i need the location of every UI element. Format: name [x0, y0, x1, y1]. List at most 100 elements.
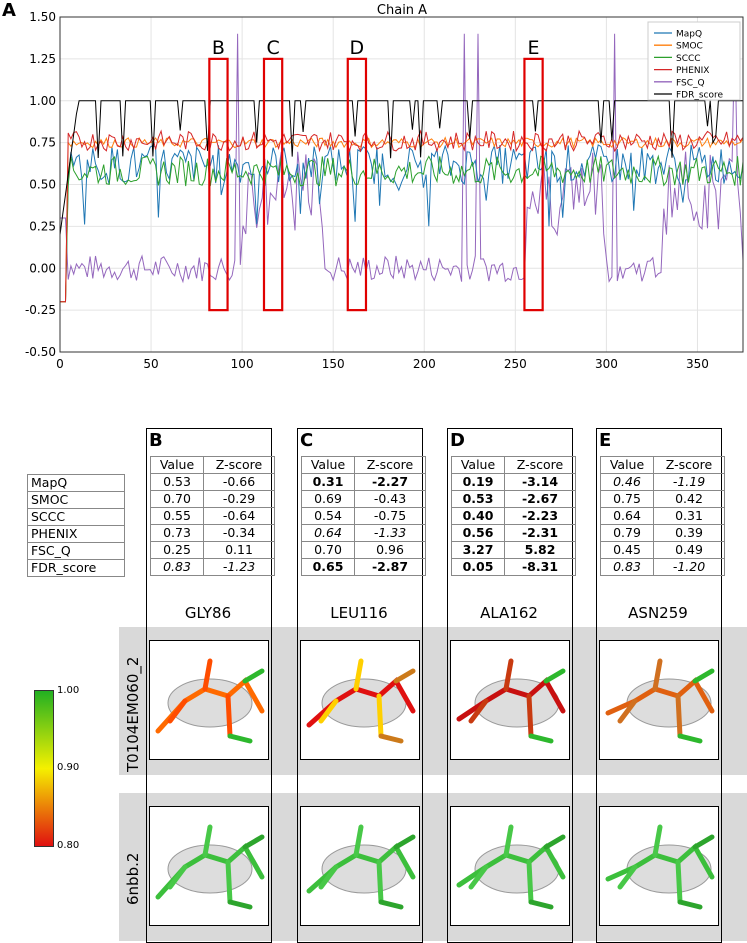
model2-structure-b	[149, 806, 269, 926]
column-letter-d: D	[450, 430, 465, 451]
sidechain-stick	[318, 658, 384, 739]
region-label-d: D	[350, 37, 365, 59]
model2-label: 6nbb.2	[124, 852, 142, 905]
y-tick-label: 0.50	[29, 178, 56, 192]
colorbar-min-label: 0.80	[57, 840, 80, 851]
residue-name-c: LEU116	[330, 604, 388, 622]
residue-name-d: ALA162	[480, 604, 538, 622]
legend-entry: SCCC	[676, 54, 701, 64]
table-row: 0.53 -2.67	[451, 490, 576, 508]
sidechain-stick	[227, 834, 265, 910]
sidechain-stick	[677, 834, 715, 910]
table-row: 0.19 -3.14	[451, 473, 576, 491]
metric-value: 0.19	[451, 473, 505, 491]
metric-zscore: -0.64	[203, 507, 275, 525]
sidechain-stick	[227, 668, 265, 744]
sidechain-stick	[167, 658, 233, 739]
metric-value: 0.40	[451, 507, 505, 525]
legend-box	[647, 21, 741, 101]
legend-entry: FSC_Q	[676, 78, 705, 88]
table-row: 0.83 -1.20	[600, 558, 725, 576]
sidechain-stick	[378, 668, 416, 744]
region-label-b: B	[212, 37, 225, 59]
region-label-c: C	[266, 37, 279, 59]
metric-zscore: -8.31	[504, 558, 576, 576]
metrics-table-e: Value Z-score 0.46 -1.19 0.75 0.42 0.64 0.31 0.7…	[600, 456, 725, 576]
highlight-region-c	[262, 57, 284, 312]
y-tick-label: 1.50	[29, 10, 56, 24]
legend-entry: MapQ	[676, 30, 702, 40]
x-tick-label: 50	[143, 357, 158, 371]
sidechain-stick	[617, 824, 683, 905]
highlight-region-e	[523, 57, 544, 312]
metric-value: 3.27	[451, 541, 505, 559]
metric-zscore: -2.27	[354, 473, 426, 491]
metric-value: 0.64	[600, 507, 654, 525]
table-header-zscore: Z-score	[504, 456, 576, 474]
metric-value: 0.55	[150, 507, 204, 525]
y-tick-label: -0.25	[25, 303, 56, 317]
metric-value: 0.65	[301, 558, 355, 576]
table-header-value: Value	[150, 456, 204, 474]
metrics-table-c: Value Z-score 0.31 -2.27 0.69 -0.43 0.54 -0.75 0…	[301, 456, 426, 576]
column-letter-c: C	[300, 430, 314, 451]
metric-zscore: -0.43	[354, 490, 426, 508]
line-chart: B C D E 0 50 100 150 200 250 300 350 -0.50 -0.25 0.00…	[25, 3, 744, 371]
metric-zscore: 0.42	[653, 490, 725, 508]
model1-structure-e	[599, 640, 719, 760]
table-row: 0.69 -0.43	[301, 490, 426, 508]
metric-label: MapQ	[27, 474, 125, 492]
metric-value: 0.45	[600, 541, 654, 559]
table-row: 0.70 0.96	[301, 541, 426, 559]
legend-entry: SMOC	[676, 42, 703, 52]
table-header-zscore: Z-score	[653, 456, 725, 474]
table-row: 0.65 -2.87	[301, 558, 426, 576]
y-tick-label: 1.00	[29, 94, 56, 108]
table-row: 0.75 0.42	[600, 490, 725, 508]
x-tick-label: 300	[595, 357, 618, 371]
sidechain-stick	[318, 824, 384, 905]
metric-value: 0.83	[600, 558, 654, 576]
metric-value: 0.53	[150, 473, 204, 491]
metric-value: 0.73	[150, 524, 204, 542]
table-row: 0.05 -8.31	[451, 558, 576, 576]
model2-structure-e	[599, 806, 719, 926]
metric-zscore: -2.31	[504, 524, 576, 542]
series-line-sccc	[60, 154, 744, 303]
y-tick-label: 0.75	[29, 136, 56, 150]
sidechain-stick	[468, 658, 534, 739]
colorbar-mid-label: 0.90	[57, 762, 80, 773]
legend-entry: PHENIX	[676, 66, 709, 76]
colorbar-max-label: 1.00	[57, 685, 80, 696]
table-row: 0.79 0.39	[600, 524, 725, 542]
column-letter-b: B	[149, 430, 163, 451]
metric-zscore: -0.75	[354, 507, 426, 525]
metric-value: 0.75	[600, 490, 654, 508]
metrics-table-d: Value Z-score 0.19 -3.14 0.53 -2.67 0.40 -2.23 0…	[451, 456, 576, 576]
metric-zscore: -2.23	[504, 507, 576, 525]
model1-label: T0104EM060_2	[124, 656, 142, 772]
table-row: 0.64 -1.33	[301, 524, 426, 542]
residue-name-e: ASN259	[628, 604, 688, 622]
metric-value: 0.79	[600, 524, 654, 542]
metric-value: 0.05	[451, 558, 505, 576]
table-row: 0.55 -0.64	[150, 507, 275, 525]
metric-zscore: -1.20	[653, 558, 725, 576]
metric-value: 0.69	[301, 490, 355, 508]
y-tick-label: -0.50	[25, 345, 56, 359]
model1-structure-b	[149, 640, 269, 760]
residue-name-b: GLY86	[184, 604, 232, 622]
table-row: 0.40 -2.23	[451, 507, 576, 525]
table-row: 0.64 0.31	[600, 507, 725, 525]
table-header-value: Value	[301, 456, 355, 474]
series-line-smoc	[60, 136, 744, 303]
sidechain-stick	[617, 658, 683, 739]
x-tick-label: 100	[231, 357, 254, 371]
table-row: 0.73 -0.34	[150, 524, 275, 542]
metric-label: FDR_score	[27, 559, 125, 577]
table-row: 0.56 -2.31	[451, 524, 576, 542]
series-line-phenix	[60, 129, 744, 303]
metric-label: SCCC	[27, 508, 125, 526]
metric-value: 0.56	[451, 524, 505, 542]
metric-zscore: -1.23	[203, 558, 275, 576]
